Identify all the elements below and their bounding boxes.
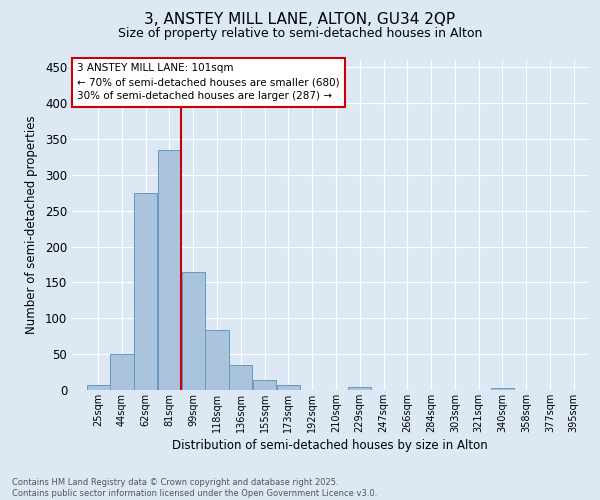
- Bar: [86, 385, 110, 390]
- X-axis label: Distribution of semi-detached houses by size in Alton: Distribution of semi-detached houses by …: [172, 439, 488, 452]
- Text: Contains HM Land Registry data © Crown copyright and database right 2025.
Contai: Contains HM Land Registry data © Crown c…: [12, 478, 377, 498]
- Bar: [182, 272, 205, 390]
- Text: Size of property relative to semi-detached houses in Alton: Size of property relative to semi-detach…: [118, 28, 482, 40]
- Bar: [253, 380, 276, 390]
- Bar: [491, 388, 514, 390]
- Y-axis label: Number of semi-detached properties: Number of semi-detached properties: [25, 116, 38, 334]
- Bar: [348, 387, 371, 390]
- Text: 3, ANSTEY MILL LANE, ALTON, GU34 2QP: 3, ANSTEY MILL LANE, ALTON, GU34 2QP: [145, 12, 455, 28]
- Bar: [229, 365, 253, 390]
- Bar: [277, 385, 300, 390]
- Bar: [158, 150, 181, 390]
- Bar: [134, 192, 157, 390]
- Bar: [110, 354, 134, 390]
- Text: 3 ANSTEY MILL LANE: 101sqm
← 70% of semi-detached houses are smaller (680)
30% o: 3 ANSTEY MILL LANE: 101sqm ← 70% of semi…: [77, 64, 340, 102]
- Bar: [205, 330, 229, 390]
